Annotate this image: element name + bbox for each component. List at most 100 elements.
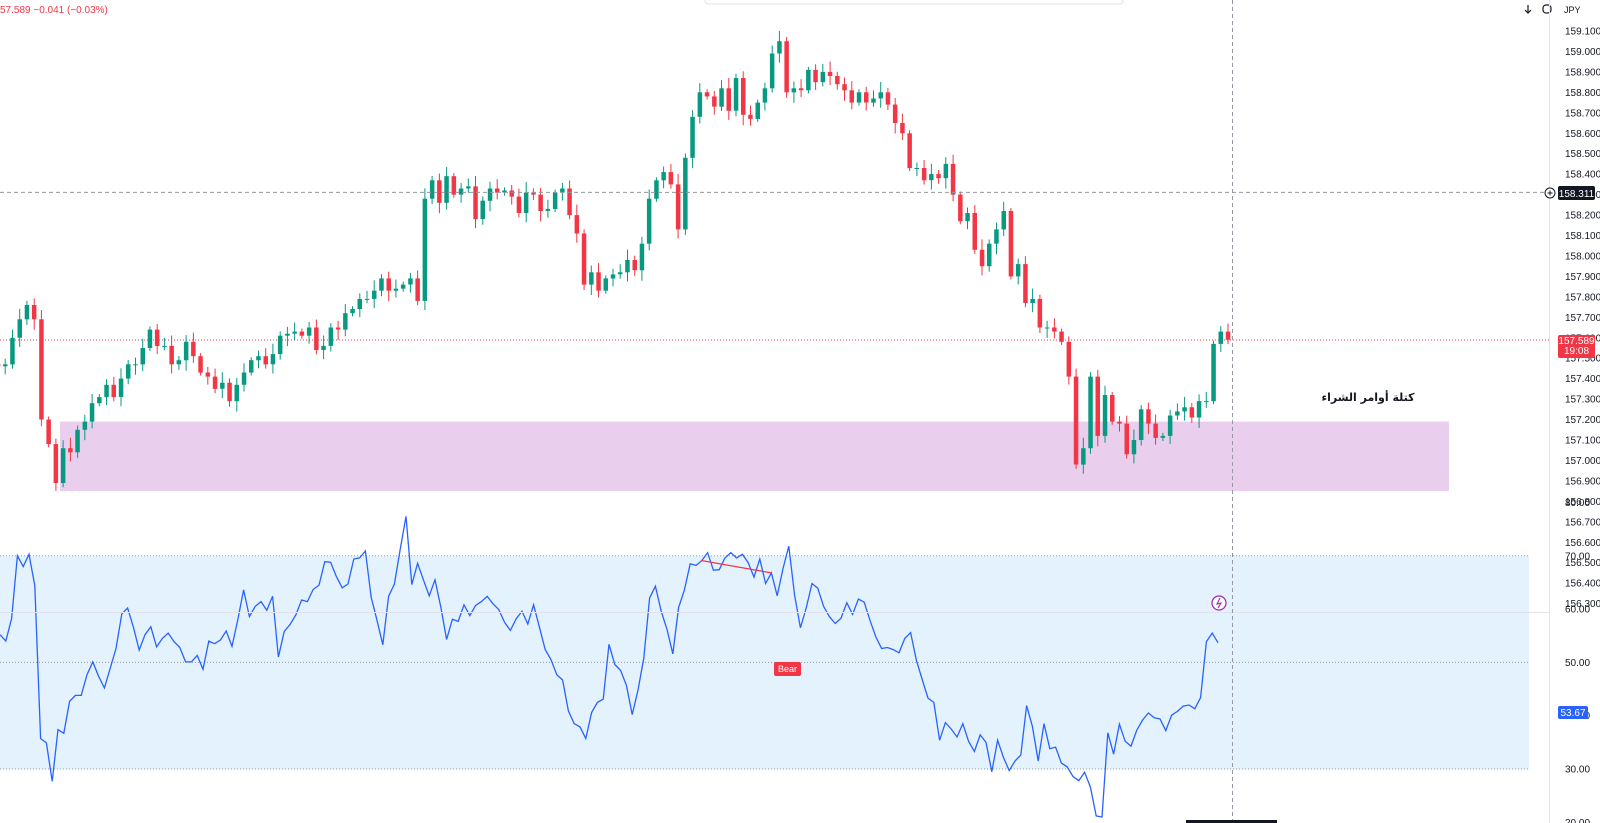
candle-body: [487, 188, 493, 201]
candle: [1073, 368, 1079, 469]
candle-body: [1052, 327, 1057, 332]
candle-body: [777, 41, 782, 54]
candle-body: [183, 341, 189, 361]
candle-body: [856, 92, 862, 103]
candle: [654, 177, 659, 202]
candle-body: [733, 78, 739, 111]
candle: [560, 182, 565, 201]
candle: [212, 368, 218, 394]
bear-label: Bear: [778, 664, 797, 674]
candle: [393, 279, 399, 298]
candle: [1160, 432, 1166, 441]
candle-body: [596, 272, 601, 291]
candle-body: [1204, 401, 1209, 403]
candle: [68, 437, 73, 462]
current-price-label: 157.589: [1558, 336, 1595, 347]
candle-body: [126, 364, 131, 379]
candle: [133, 357, 138, 375]
candle-body: [1008, 211, 1014, 277]
candle: [675, 173, 681, 239]
candle-body: [574, 215, 580, 234]
price-tick-label: 158.800: [1565, 88, 1600, 99]
candle-body: [567, 188, 572, 216]
candle-body: [24, 305, 30, 320]
candle: [646, 189, 652, 251]
candle: [350, 306, 355, 317]
candle-body: [1225, 331, 1231, 340]
candle-body: [741, 78, 746, 115]
candle: [335, 320, 341, 340]
candle: [516, 188, 522, 218]
candle-body: [1196, 401, 1202, 418]
candle-body: [972, 213, 977, 250]
candle: [1167, 409, 1173, 444]
candle: [205, 367, 211, 385]
candle-body: [1030, 298, 1035, 303]
candle: [704, 89, 710, 100]
candle: [603, 275, 608, 294]
candle-body: [400, 284, 406, 289]
candle: [39, 310, 44, 427]
candle-body: [451, 176, 457, 195]
candle-body: [429, 180, 435, 199]
price-tick-label: 156.800: [1565, 497, 1600, 508]
candle: [292, 322, 297, 341]
candle-body: [191, 341, 196, 357]
candle-body: [1153, 423, 1158, 438]
price-tick-label: 157.100: [1565, 436, 1600, 447]
price-tick-label: 157.400: [1565, 374, 1600, 385]
candle-body: [646, 198, 652, 244]
lightning-icon[interactable]: [1211, 595, 1227, 611]
candle-body: [68, 448, 73, 453]
candle-body: [1124, 423, 1129, 455]
candle: [509, 185, 514, 205]
top-toolbar[interactable]: [704, 0, 1124, 5]
candle: [574, 204, 580, 243]
candle: [10, 329, 15, 369]
candle: [798, 79, 804, 98]
price-tick-label: 156.900: [1565, 476, 1600, 487]
candle-body: [198, 356, 203, 373]
candle-body: [1211, 343, 1216, 402]
candle-body: [350, 309, 355, 314]
candle: [1110, 391, 1115, 425]
candle-body: [227, 382, 232, 402]
candle-body: [97, 397, 102, 404]
candle-body: [936, 174, 941, 179]
candle-body: [1117, 421, 1122, 424]
candle-body: [842, 84, 847, 91]
download-icon[interactable]: [1524, 5, 1532, 14]
candle-body: [581, 233, 587, 285]
time-scroll-handle[interactable]: [1186, 820, 1277, 823]
candle: [53, 438, 59, 491]
candle-body: [610, 274, 616, 279]
rsi-pane: [0, 516, 1529, 818]
candle-body: [726, 88, 731, 111]
price-tick-label: 157.800: [1565, 292, 1600, 303]
candle: [140, 338, 145, 372]
price-tick-label: 156.600: [1565, 538, 1600, 549]
candle-body: [364, 298, 370, 300]
candle-body: [762, 88, 768, 103]
candle-body: [386, 278, 391, 291]
candle: [965, 207, 970, 230]
sync-icon[interactable]: [1542, 4, 1552, 14]
candle-body: [871, 98, 876, 103]
candle-body: [1182, 407, 1187, 412]
candle: [408, 272, 413, 293]
candle-body: [755, 102, 760, 119]
candle: [183, 335, 189, 371]
candle: [755, 99, 760, 122]
candle-body: [256, 356, 261, 361]
candle: [1044, 320, 1050, 338]
candle: [400, 281, 406, 292]
candle: [1037, 294, 1043, 333]
price-tick-label: 158.500: [1565, 149, 1600, 160]
candle-body: [769, 53, 775, 89]
price-tick-label: 157.300: [1565, 395, 1600, 406]
price-axis[interactable]: 156.300 156.400 156.500 156.600 156.700 156.8…: [1565, 27, 1600, 611]
quote-header: 57.589 −0.041 (−0.03%): [0, 5, 108, 16]
candle: [921, 160, 927, 185]
candle: [639, 236, 645, 281]
